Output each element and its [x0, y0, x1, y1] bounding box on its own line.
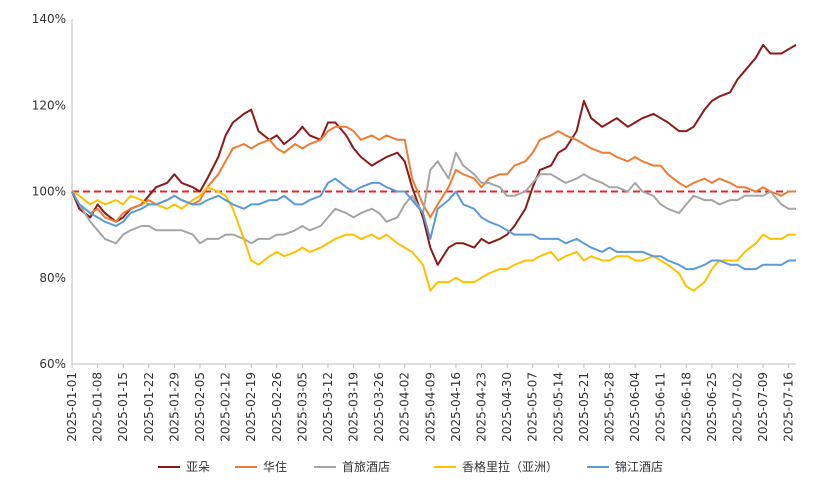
- x-tick-label: 2025-05-07: [526, 372, 540, 442]
- x-tick-label: 2025-03-12: [321, 372, 335, 442]
- x-tick-label: 2025-06-18: [679, 372, 693, 442]
- y-tick-label: 120%: [32, 98, 66, 112]
- x-tick-label: 2025-03-19: [347, 372, 361, 442]
- x-tick-label: 2025-04-16: [449, 372, 463, 442]
- y-tick-label: 100%: [32, 185, 66, 199]
- legend: 亚朵 华住 首旅酒店 香格里拉（亚洲） 锦江酒店: [158, 459, 663, 474]
- x-tick-label: 2025-07-02: [730, 372, 744, 442]
- x-tick-label: 2025-04-23: [475, 372, 489, 442]
- x-tick-label: 2025-01-15: [116, 372, 130, 442]
- y-tick-label: 60%: [39, 357, 66, 371]
- x-tick-label: 2025-07-16: [782, 372, 796, 442]
- series-line-0: [71, 43, 797, 266]
- x-tick-label: 2025-01-01: [65, 372, 79, 442]
- series-line-3: [71, 186, 796, 292]
- x-tick-label: 2025-02-19: [244, 372, 258, 442]
- x-tick-label: 2025-06-25: [705, 372, 719, 442]
- x-tick-label: 2025-02-26: [270, 372, 284, 442]
- x-tick-label: 2025-04-30: [500, 372, 514, 442]
- x-tick-label: 2025-06-11: [654, 372, 668, 442]
- legend-label: 亚朵: [186, 460, 210, 474]
- series-lines: [71, 43, 797, 292]
- x-axis-ticks: 2025-01-01 2025-01-08 2025-01-15 2025-01-22…: [65, 364, 796, 442]
- x-tick-label: 2025-06-04: [628, 372, 642, 442]
- legend-label: 首旅酒店: [342, 460, 390, 474]
- y-tick-label: 80%: [39, 271, 66, 285]
- x-tick-label: 2025-03-26: [372, 372, 386, 442]
- x-tick-label: 2025-05-28: [603, 372, 617, 442]
- x-tick-label: 2025-01-08: [91, 372, 105, 442]
- series-line-2: [71, 151, 796, 245]
- x-tick-label: 2025-04-02: [398, 372, 412, 442]
- x-tick-label: 2025-02-12: [219, 372, 233, 442]
- y-axis-ticks: 140% 120% 100% 80% 60%: [32, 12, 66, 371]
- x-tick-label: 2025-03-05: [295, 372, 309, 442]
- x-tick-label: 2025-07-09: [756, 372, 770, 442]
- x-tick-label: 2025-01-29: [167, 372, 181, 442]
- legend-label: 香格里拉（亚洲）: [462, 459, 558, 474]
- x-tick-label: 2025-02-05: [193, 372, 207, 442]
- y-tick-label: 140%: [32, 12, 66, 26]
- x-tick-label: 2025-05-14: [551, 372, 565, 442]
- x-tick-label: 2025-05-21: [577, 372, 591, 442]
- legend-label: 华住: [263, 460, 287, 474]
- axes: [71, 19, 796, 365]
- x-tick-label: 2025-04-09: [423, 372, 437, 442]
- legend-label: 锦江酒店: [615, 460, 663, 474]
- series-line-4: [71, 177, 796, 271]
- x-tick-label: 2025-01-22: [142, 372, 156, 442]
